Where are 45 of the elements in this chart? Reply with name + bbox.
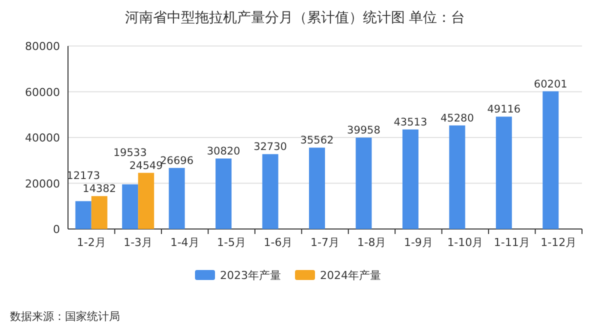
bar xyxy=(91,196,108,229)
bar xyxy=(216,158,232,229)
x-tick-label: 1-6月 xyxy=(264,236,293,249)
bar xyxy=(75,201,92,229)
x-tick-label: 1-7月 xyxy=(310,236,340,249)
x-tick-label: 1-10月 xyxy=(447,236,484,249)
y-tick-label: 60000 xyxy=(25,86,60,99)
data-label: 14382 xyxy=(82,183,116,196)
y-tick-label: 0 xyxy=(53,223,60,236)
legend-label: 2024年产量 xyxy=(320,269,381,282)
x-tick-label: 1-12月 xyxy=(540,236,577,249)
chart-title: 河南省中型拖拉机产量分月（累计值）统计图 单位：台 xyxy=(124,10,466,26)
x-tick-label: 1-2月 xyxy=(76,236,106,249)
bar xyxy=(122,184,138,229)
data-label: 32730 xyxy=(254,141,287,154)
y-tick-label: 80000 xyxy=(25,40,60,53)
bar xyxy=(449,125,466,229)
bar xyxy=(496,116,512,229)
x-tick-label: 1-9月 xyxy=(404,236,433,249)
data-label: 24549 xyxy=(129,160,163,172)
y-tick-label: 20000 xyxy=(25,177,60,190)
data-label: 12173 xyxy=(66,170,100,182)
x-tick-label: 1-11月 xyxy=(494,236,530,249)
data-label: 30820 xyxy=(206,146,240,158)
data-label: 39958 xyxy=(347,124,380,137)
x-tick-label: 1-4月 xyxy=(170,236,200,249)
y-tick-label: 40000 xyxy=(25,132,60,144)
bar xyxy=(542,91,559,229)
data-label: 43513 xyxy=(394,116,428,128)
data-label: 19533 xyxy=(113,146,147,159)
bar xyxy=(168,168,185,229)
bar xyxy=(402,129,418,229)
x-tick-label: 1-3月 xyxy=(124,236,153,249)
x-tick-label: 1-5月 xyxy=(217,236,246,249)
data-label: 60201 xyxy=(534,78,568,90)
bar xyxy=(138,172,154,229)
legend-label: 2023年产量 xyxy=(220,269,281,282)
bar xyxy=(262,154,278,229)
data-label: 35562 xyxy=(300,134,334,147)
x-tick-label: 1-8月 xyxy=(357,236,386,249)
source-note: 数据来源：国家统计局 xyxy=(10,310,120,323)
bar xyxy=(309,148,325,229)
bar xyxy=(356,138,372,229)
data-label: 49116 xyxy=(487,104,521,116)
data-label: 45280 xyxy=(440,112,474,124)
